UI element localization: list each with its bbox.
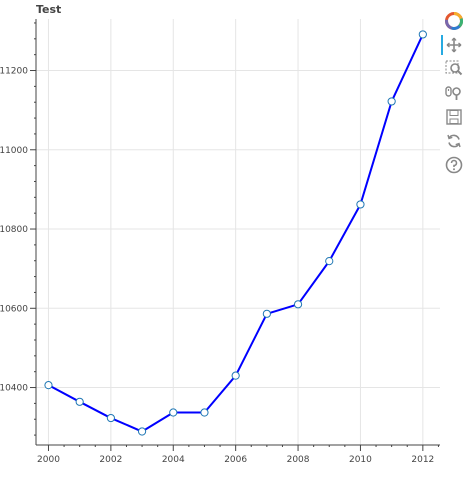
y-tick-label: 10400: [0, 384, 28, 394]
y-tick-label: 10800: [0, 225, 28, 235]
data-point: [293, 300, 303, 309]
reset-icon[interactable]: [443, 130, 465, 152]
axes: 2000 2002 2004 2006 2008 2010 2012 10400 10600 10…: [0, 19, 440, 465]
data-point: [200, 408, 209, 417]
data-point: [44, 381, 53, 390]
data-point: [418, 30, 427, 39]
save-icon[interactable]: [443, 106, 465, 128]
wheel-zoom-icon[interactable]: [443, 82, 465, 104]
y-tick-label: 11000: [0, 146, 28, 156]
x-tick-label: 2004: [162, 455, 185, 465]
chart-title: Test: [36, 3, 62, 16]
data-point: [169, 408, 178, 417]
data-point: [262, 309, 271, 318]
x-tick-label: 2006: [224, 455, 247, 465]
x-tick-label: 2012: [411, 455, 434, 465]
grid: [36, 19, 440, 445]
data-point: [356, 200, 365, 209]
data-layer: [44, 30, 427, 436]
data-point: [75, 397, 84, 406]
help-icon[interactable]: [443, 154, 465, 176]
data-point: [106, 413, 115, 423]
data-point: [387, 97, 396, 106]
data-point: [325, 257, 334, 266]
y-tick-label: 11200: [0, 67, 28, 77]
data-point: [137, 427, 147, 436]
data-point: [231, 371, 240, 380]
pan-icon[interactable]: [441, 34, 465, 56]
x-tick-label: 2002: [99, 455, 122, 465]
box-zoom-icon[interactable]: [443, 58, 465, 80]
bokeh-logo-icon[interactable]: [443, 10, 465, 32]
x-tick-label: 2010: [349, 455, 372, 465]
x-tick-label: 2000: [37, 455, 60, 465]
y-tick-label: 10600: [0, 304, 28, 314]
x-tick-label: 2008: [287, 455, 310, 465]
chart-toolbar: [441, 10, 465, 178]
